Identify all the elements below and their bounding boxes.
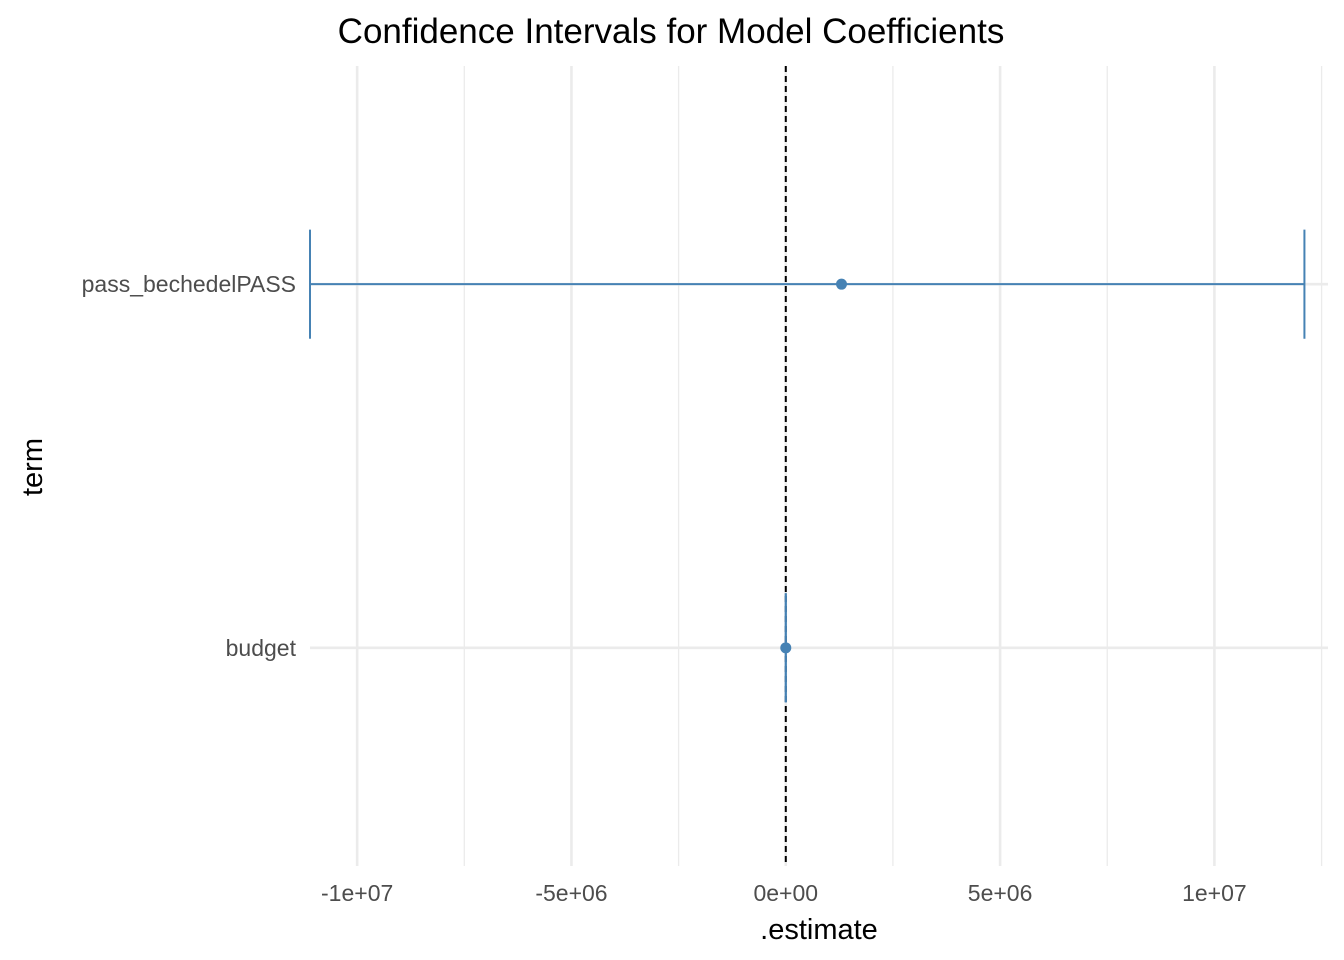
chart-title: Confidence Intervals for Model Coefficie…: [338, 12, 1005, 51]
point-pass_bechedelPASS: [836, 278, 848, 290]
points: [780, 278, 848, 654]
x-tick-label-4: 1e+07: [1182, 880, 1247, 906]
errorbar-pass_bechedelPASS: [309, 229, 1306, 339]
point-budget: [780, 642, 792, 654]
errorbars: [309, 229, 1306, 703]
x-axis-title: .estimate: [760, 914, 878, 946]
x-tick-labels: -1e+07 -5e+06 0e+00 5e+06 1e+07: [321, 880, 1247, 906]
grid-major: [310, 66, 1328, 866]
y-tick-label-budget: budget: [226, 635, 297, 661]
y-axis-title: term: [17, 438, 49, 496]
x-tick-label-0: -1e+07: [321, 880, 393, 906]
grid-minor: [463, 66, 1323, 866]
y-tick-label-pass_bechedelPASS: pass_bechedelPASS: [82, 271, 296, 297]
x-tick-label-3: 5e+06: [968, 880, 1033, 906]
x-tick-label-2: 0e+00: [753, 880, 818, 906]
x-tick-label-1: -5e+06: [535, 880, 607, 906]
